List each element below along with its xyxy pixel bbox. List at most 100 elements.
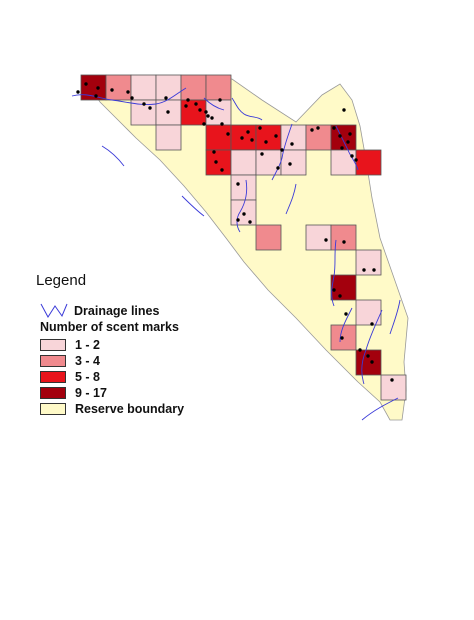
scent-mark-point — [242, 212, 246, 216]
scent-mark-point — [248, 220, 252, 224]
legend-class-label: 1 - 2 — [75, 338, 101, 352]
grid-cell — [205, 149, 232, 176]
grid-cell — [305, 224, 332, 251]
grid-cell — [280, 149, 307, 176]
scent-mark-point — [166, 110, 170, 114]
scent-mark-point — [212, 150, 216, 154]
scent-mark-point — [226, 132, 230, 136]
scent-mark-point — [258, 126, 262, 130]
scent-mark-point — [126, 90, 130, 94]
scent-mark-grid — [80, 74, 407, 401]
scent-mark-point — [338, 134, 342, 138]
scent-mark-point — [250, 138, 254, 142]
grid-cell — [355, 349, 382, 376]
grid-cell — [155, 99, 182, 126]
scent-mark-point — [76, 90, 80, 94]
scent-mark-point — [370, 322, 374, 326]
scent-mark-point — [332, 288, 336, 292]
grid-cell — [155, 124, 182, 151]
scent-mark-point — [186, 98, 190, 102]
grid-cell — [230, 149, 257, 176]
grid-cell — [330, 274, 357, 301]
legend-class-3: 5 - 8 — [40, 370, 100, 384]
scent-mark-point — [358, 348, 362, 352]
grid-cell — [255, 224, 282, 251]
scent-mark-point — [366, 354, 370, 358]
scent-mark-point — [142, 102, 146, 106]
grid-cell — [330, 149, 357, 176]
scent-mark-point — [264, 140, 268, 144]
legend-boundary-label: Reserve boundary — [75, 402, 185, 416]
reserve-boundary — [83, 77, 409, 421]
legend-class-1: 1 - 2 — [40, 338, 100, 352]
legend-boundary-row: Reserve boundary — [40, 402, 184, 416]
scent-mark-point — [316, 126, 320, 130]
scent-mark-point — [288, 162, 292, 166]
grid-cell — [230, 174, 257, 201]
scent-mark-point — [206, 114, 210, 118]
legend-drainage-row: Drainage lines — [40, 303, 159, 319]
scent-mark-point — [220, 168, 224, 172]
scent-mark-point — [344, 312, 348, 316]
scent-mark-points — [76, 82, 394, 382]
scent-mark-point — [346, 140, 350, 144]
legend-class-label: 9 - 17 — [75, 386, 107, 400]
grid-cell — [205, 74, 232, 101]
grid-cell — [255, 149, 282, 176]
scent-mark-point — [354, 158, 358, 162]
legend-swatch-3-4 — [40, 355, 66, 367]
scent-mark-point — [338, 294, 342, 298]
scent-mark-point — [210, 116, 214, 120]
scent-mark-point — [84, 82, 88, 86]
legend-class-label: 3 - 4 — [75, 354, 101, 368]
legend-class-4: 9 - 17 — [40, 386, 107, 400]
grid-cell — [205, 124, 232, 151]
legend-swatch-9-17 — [40, 387, 66, 399]
scent-mark-point — [218, 98, 222, 102]
scent-mark-point — [274, 134, 278, 138]
grid-cell — [105, 74, 132, 101]
scent-mark-point — [276, 166, 280, 170]
scent-mark-point — [214, 160, 218, 164]
scent-mark-point — [96, 86, 100, 90]
grid-cell — [355, 149, 382, 176]
grid-cell — [355, 249, 382, 276]
scent-mark-point — [202, 122, 206, 126]
scent-mark-point — [348, 132, 352, 136]
scent-mark-point — [342, 108, 346, 112]
scent-mark-point — [332, 126, 336, 130]
scent-mark-point — [94, 94, 98, 98]
grid-cell — [180, 74, 207, 101]
scent-mark-point — [236, 218, 240, 222]
scent-mark-point — [184, 104, 188, 108]
scent-mark-point — [342, 240, 346, 244]
grid-cell — [180, 99, 207, 126]
scent-mark-point — [236, 182, 240, 186]
scent-mark-point — [204, 110, 208, 114]
scent-mark-point — [260, 152, 264, 156]
scent-mark-point — [246, 130, 250, 134]
scent-mark-point — [130, 96, 134, 100]
scent-mark-point — [194, 102, 198, 106]
legend-title: Legend — [36, 272, 87, 289]
scent-mark-point — [324, 238, 328, 242]
scent-mark-point — [164, 96, 168, 100]
legend-class-2: 3 - 4 — [40, 354, 100, 368]
scent-mark-point — [372, 268, 376, 272]
scent-mark-point — [370, 360, 374, 364]
scent-mark-point — [290, 142, 294, 146]
drainage-lines — [71, 87, 401, 421]
legend-swatch-boundary — [40, 403, 66, 415]
scent-mark-point — [148, 106, 152, 110]
scent-mark-point — [340, 146, 344, 150]
scent-mark-point — [350, 154, 354, 158]
grid-cell — [130, 74, 157, 101]
scent-mark-point — [340, 336, 344, 340]
scent-mark-point — [110, 88, 114, 92]
legend-scent-heading: Number of scent marks — [40, 320, 179, 334]
scent-mark-point — [240, 136, 244, 140]
legend-class-label: 5 - 8 — [75, 370, 101, 384]
scent-mark-point — [310, 128, 314, 132]
grid-cell — [205, 99, 232, 126]
